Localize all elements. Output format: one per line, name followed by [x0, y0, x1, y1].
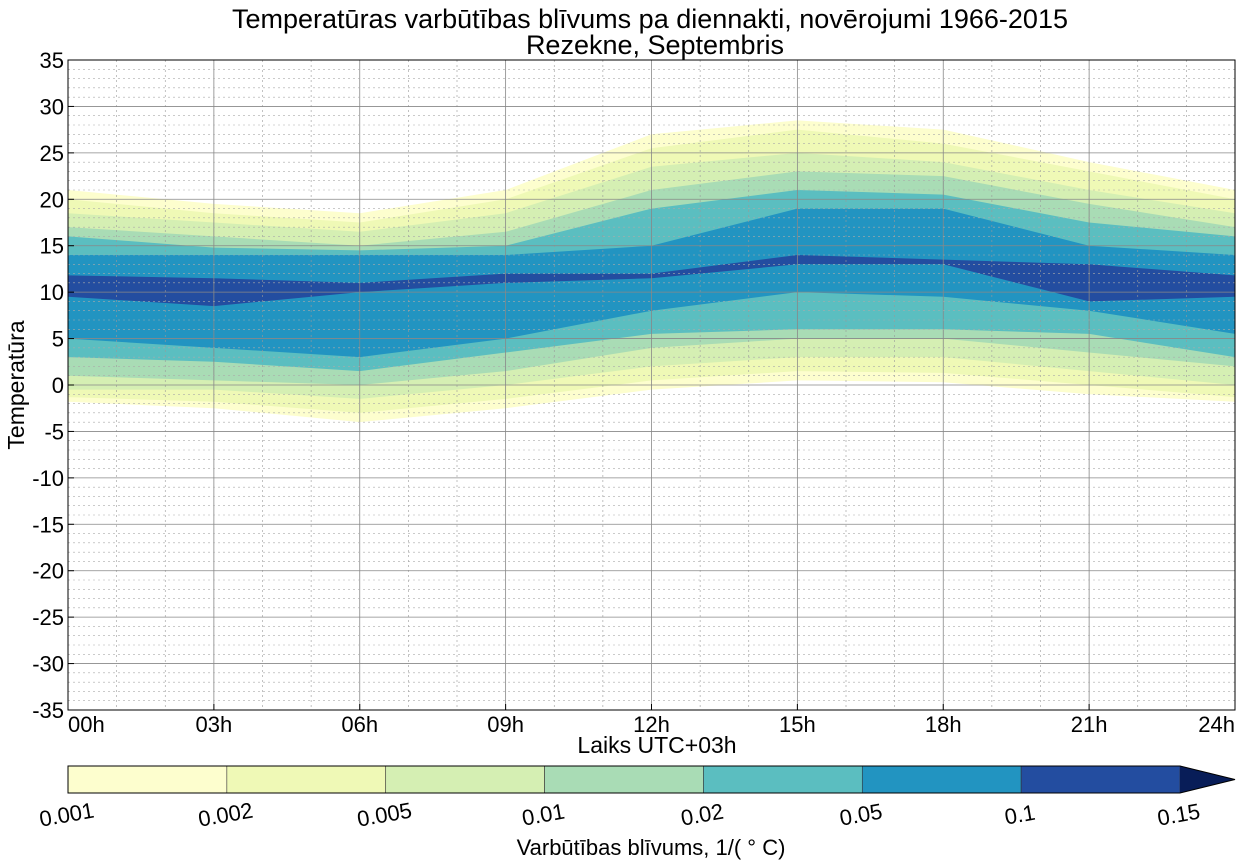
y-tick-label: 30 — [40, 94, 64, 119]
chart-title: Temperatūras varbūtības blīvums pa dienn… — [232, 4, 1068, 34]
x-tick-label: 06h — [341, 712, 378, 737]
x-tick-label: 24h — [1198, 712, 1235, 737]
colorbar-tick-label: 0.1 — [1003, 800, 1037, 830]
y-tick-label: -30 — [32, 652, 64, 677]
y-tick-label: 20 — [40, 187, 64, 212]
colorbar-tick-label: 0.05 — [838, 799, 885, 831]
colorbar-label: Varbūtības blīvums, 1/( ° C) — [517, 835, 786, 860]
y-tick-label: -20 — [32, 559, 64, 584]
grid-lines — [68, 60, 1235, 710]
colorbar-tick-label: 0.005 — [355, 798, 414, 832]
x-tick-label: 09h — [487, 712, 524, 737]
colorbar-tick-labels: 0.001 0.002 0.005 0.01 0.02 0.05 0.1 0.15 — [37, 798, 1202, 832]
colorbar-segment — [226, 765, 387, 794]
colorbar-segment — [1020, 765, 1181, 794]
y-tick-label: -25 — [32, 605, 64, 630]
x-tick-label: 03h — [196, 712, 233, 737]
colorbar — [67, 765, 1236, 794]
y-tick-label: 35 — [40, 48, 64, 73]
x-tick-label: 12h — [633, 712, 670, 737]
colorbar-segment — [385, 765, 545, 794]
colorbar-segment — [861, 765, 1022, 794]
colorbar-tick-label: 0.01 — [520, 799, 567, 831]
x-tick-label: 15h — [779, 712, 816, 737]
y-tick-label: 0 — [52, 373, 64, 398]
colorbar-segment — [67, 765, 228, 794]
x-tick-label: 21h — [1071, 712, 1108, 737]
colorbar-segment — [703, 765, 863, 794]
colorbar-segment — [544, 765, 704, 794]
y-tick-label: 15 — [40, 234, 64, 259]
colorbar-tick-label: 0.002 — [196, 798, 255, 832]
colorbar-tick-label: 0.001 — [37, 798, 96, 832]
y-tick-label: 5 — [52, 327, 64, 352]
x-tick-label: 18h — [925, 712, 962, 737]
y-tick-label: -5 — [44, 419, 64, 444]
x-tick-label: 00h — [68, 712, 105, 737]
y-tick-label: 10 — [40, 280, 64, 305]
y-tick-label: -35 — [32, 698, 64, 723]
y-tick-label: 25 — [40, 141, 64, 166]
colorbar-tick-label: 0.15 — [1155, 799, 1202, 831]
y-axis-label: Temperatūra — [3, 320, 29, 449]
y-axis-ticks: 35 30 25 20 15 10 5 0 -5 -10 -15 -20 -25 -30 -35 — [32, 48, 74, 723]
x-axis-ticks: 00h 03h 06h 09h 12h 15h 18h 21h 24h — [67, 704, 1236, 737]
colorbar-tick-label: 0.02 — [679, 799, 726, 831]
x-axis-label: Laiks UTC+03h — [577, 732, 736, 758]
y-tick-label: -15 — [32, 512, 64, 537]
colorbar-outline — [67, 765, 1236, 794]
colorbar-extend-arrow — [1180, 766, 1235, 793]
y-tick-label: -10 — [32, 466, 64, 491]
chart-subtitle: Rezekne, Septembris — [526, 30, 784, 60]
density-band — [68, 255, 1235, 307]
